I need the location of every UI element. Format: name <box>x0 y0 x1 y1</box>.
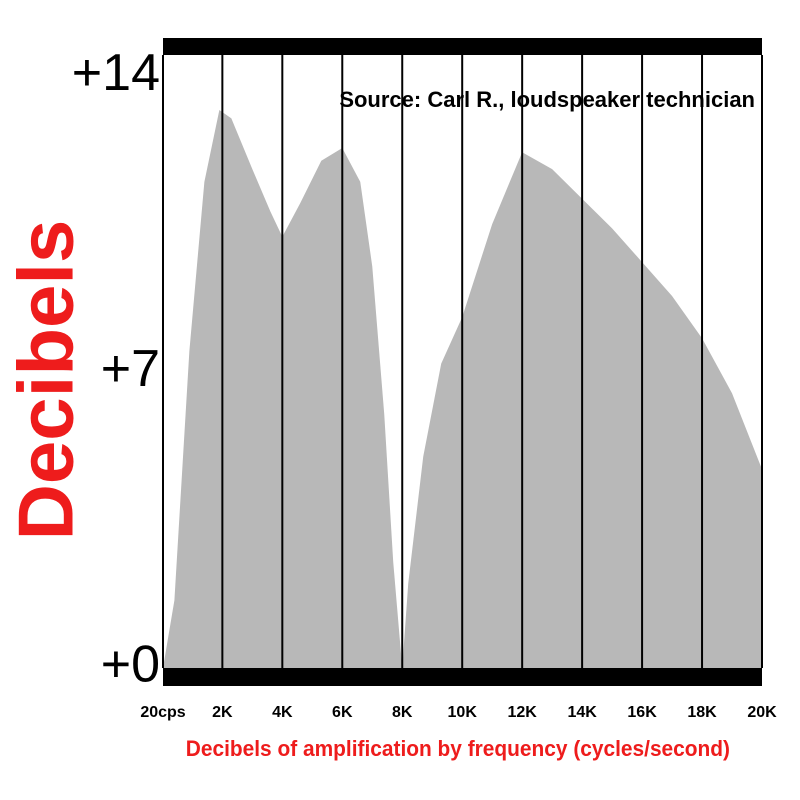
x-tick-label: 6K <box>332 704 353 721</box>
x-tick-label: 10K <box>448 704 478 721</box>
x-tick-label: 2K <box>212 704 233 721</box>
y-tick-label: +7 <box>101 340 160 398</box>
annotation: Source: Carl R., loudspeaker technician <box>339 87 755 112</box>
x-tick-label: 8K <box>392 704 413 721</box>
x-tick-label: 12K <box>507 704 537 721</box>
x-tick-label: 18K <box>687 704 717 721</box>
top-bar <box>163 38 762 55</box>
y-tick-label: +0 <box>101 636 160 694</box>
y-tick-label: +14 <box>72 44 160 102</box>
bottom-bar <box>163 668 762 686</box>
x-tick-label: 20cps <box>140 704 185 721</box>
x-tick-label: 14K <box>567 704 597 721</box>
x-tick-label: 4K <box>272 704 293 721</box>
y-axis-label: Decibels <box>2 220 90 541</box>
x-tick-label: 16K <box>627 704 657 721</box>
x-axis-label: Decibels of amplification by frequency (… <box>186 736 730 761</box>
x-tick-label: 20K <box>747 704 777 721</box>
